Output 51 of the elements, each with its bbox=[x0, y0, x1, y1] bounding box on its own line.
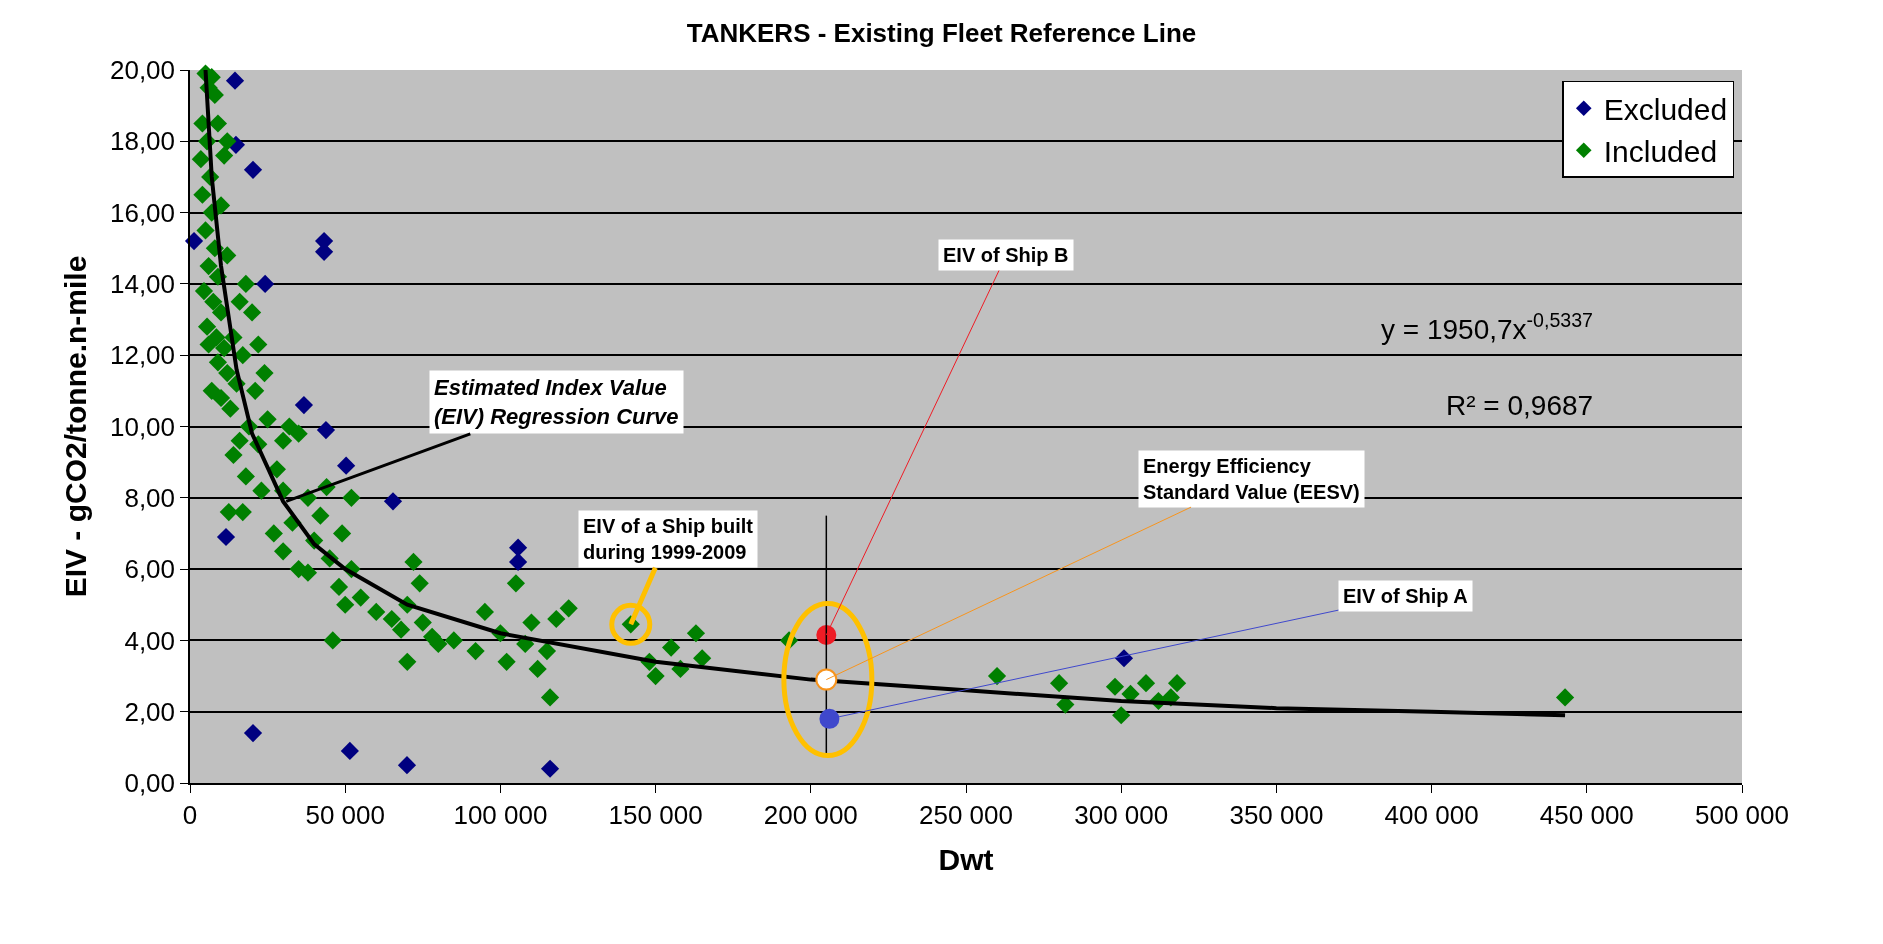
annotation: Energy Efficiency Standard Value (EESV) bbox=[1143, 455, 1360, 503]
x-tick-label: 150 000 bbox=[608, 799, 703, 830]
y-axis-title: EIV - gCO2/tonne.n-mile bbox=[59, 255, 93, 598]
point bbox=[225, 71, 245, 90]
point bbox=[397, 756, 417, 775]
point bbox=[184, 232, 204, 251]
annotation: Estimated Index Value (EIV) Regression Curve bbox=[434, 375, 679, 429]
y-tick-label: 4,00 bbox=[124, 625, 176, 656]
y-tick-label: 20,00 bbox=[109, 55, 176, 86]
y-tick-label: 14,00 bbox=[109, 269, 176, 299]
point bbox=[243, 160, 263, 179]
chart-title: TANKERS - Existing Fleet Reference Line bbox=[686, 17, 1197, 48]
point bbox=[540, 759, 560, 778]
annotation: R² = 0,9687 bbox=[1446, 390, 1594, 421]
x-tick-label: 400 000 bbox=[1384, 799, 1479, 830]
y-tick-label: 18,00 bbox=[109, 126, 176, 157]
x-tick-label: 100 000 bbox=[453, 799, 548, 830]
x-tick-label: 250 000 bbox=[919, 799, 1013, 830]
point bbox=[508, 538, 528, 557]
y-tick-label: 12,00 bbox=[109, 340, 176, 371]
y-tick-label: 6,00 bbox=[124, 554, 176, 585]
annotation: EIV of Ship A bbox=[1343, 585, 1468, 607]
point bbox=[316, 420, 336, 440]
y-tick-label: 0,00 bbox=[124, 768, 176, 799]
annotation: EIV of a Ship built during 1999-2009 bbox=[583, 515, 754, 563]
point bbox=[815, 668, 838, 691]
point bbox=[256, 274, 275, 293]
x-tick-label: 450 000 bbox=[1539, 799, 1634, 830]
x-tick-label: 300 000 bbox=[1074, 799, 1169, 830]
point bbox=[294, 396, 314, 415]
y-tick-label: 2,00 bbox=[124, 696, 176, 727]
x-axis-title: Dwt bbox=[938, 842, 994, 876]
x-tick-label: 500 000 bbox=[1695, 799, 1789, 830]
annotation: EIV of Ship B bbox=[943, 244, 1069, 266]
y-tick-label: 10,00 bbox=[109, 411, 176, 442]
point bbox=[340, 741, 359, 761]
y-tick-label: 16,00 bbox=[109, 197, 176, 228]
annotation: y = 1950,7x$^{-0,5337}$ bbox=[1381, 309, 1594, 345]
point bbox=[508, 552, 528, 572]
x-tick-label: 200 000 bbox=[763, 799, 858, 830]
x-tick-label: 50 000 bbox=[305, 799, 385, 830]
legend-label: Included bbox=[1603, 134, 1718, 168]
legend-label: Excluded bbox=[1603, 92, 1728, 126]
point bbox=[337, 456, 356, 475]
x-tick-label: 350 000 bbox=[1229, 799, 1324, 830]
point bbox=[243, 723, 263, 743]
point bbox=[819, 708, 840, 729]
point bbox=[216, 527, 236, 547]
y-tick-label: 8,00 bbox=[124, 482, 176, 513]
x-tick-label: 0 bbox=[182, 799, 198, 830]
point bbox=[383, 492, 403, 511]
